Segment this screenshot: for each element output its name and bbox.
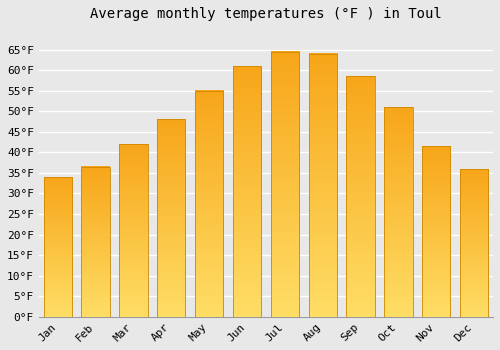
Bar [119,144,148,317]
Title: Average monthly temperatures (°F ) in Toul: Average monthly temperatures (°F ) in To… [90,7,442,21]
Bar [82,167,110,317]
Bar [233,66,261,317]
Bar [270,52,299,317]
Bar [422,146,450,317]
Bar [346,76,375,317]
Bar [157,119,186,317]
Bar [384,107,412,317]
Bar [195,91,224,317]
Bar [308,54,337,317]
Bar [460,169,488,317]
Bar [44,177,72,317]
